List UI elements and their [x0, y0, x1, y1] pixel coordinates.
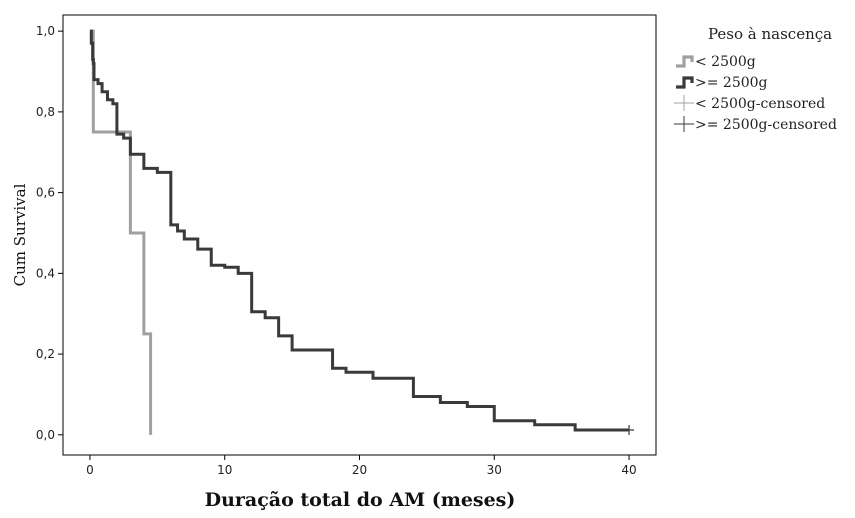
y-tick-label: 0,2 [36, 347, 55, 361]
y-tick-label: 0,4 [36, 266, 55, 280]
legend-label: < 2500g [695, 54, 756, 70]
x-tick-label: 0 [86, 463, 94, 477]
legend-label: >= 2500g [695, 75, 768, 91]
y-tick-label: 0,8 [36, 105, 55, 119]
y-axis-label: Cum Survival [11, 183, 29, 286]
y-tick-label: 0,6 [36, 186, 55, 200]
censored-mark [624, 424, 635, 435]
legend-title: Peso à nascença [708, 25, 832, 43]
legend-swatch-step [676, 55, 694, 68]
series-layer [89, 29, 635, 435]
series-line-1 [89, 29, 630, 432]
x-tick-label: 40 [621, 463, 636, 477]
legend-swatch-censored [674, 116, 694, 132]
legend-swatch-censored [674, 95, 694, 111]
legend-label: < 2500g-censored [695, 96, 825, 112]
y-tick-label: 0,0 [36, 428, 55, 442]
x-tick-label: 20 [352, 463, 367, 477]
y-axis-ticks: 0,0 0,2 0,4 0,6 0,8 1,0 [36, 24, 63, 442]
legend: Peso à nascença < 2500g >= 2500g < 2500g-c… [674, 25, 837, 133]
legend-swatch-step [676, 76, 694, 89]
x-axis-ticks: 0 10 20 30 40 [86, 455, 637, 477]
x-tick-label: 10 [217, 463, 232, 477]
series-line-0 [89, 29, 153, 435]
x-tick-label: 30 [487, 463, 502, 477]
legend-label: >= 2500g-censored [695, 117, 837, 133]
x-axis-label: Duração total do AM (meses) [205, 489, 516, 511]
y-tick-label: 1,0 [36, 24, 55, 38]
